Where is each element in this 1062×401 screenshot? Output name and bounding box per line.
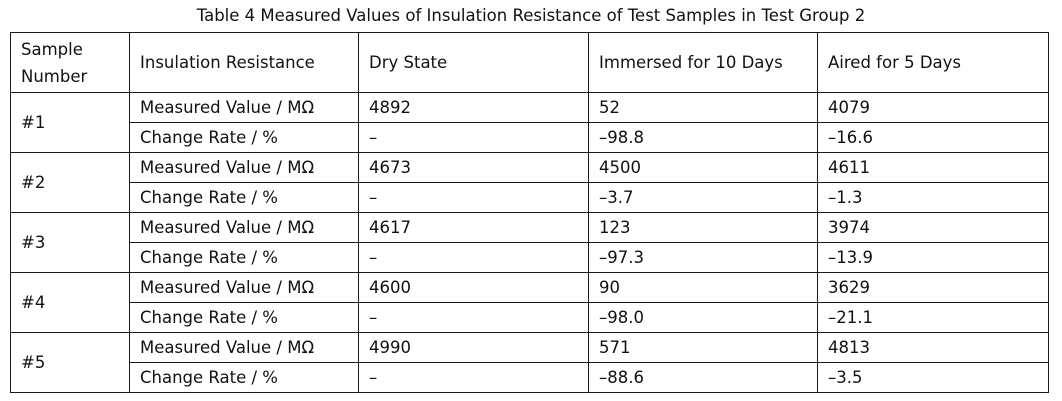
dry-state-cell: 4617 [358, 212, 589, 243]
row-label-cell: Change Rate / % [129, 242, 359, 273]
table-row: Change Rate / % – –98.0 –21.1 [11, 302, 1049, 333]
table-row: #4 Measured Value / MΩ 4600 90 3629 [10, 272, 1049, 333]
row-label-cell: Measured Value / MΩ [129, 92, 359, 123]
immersed-cell: 52 [588, 92, 818, 123]
table-row: #2 Measured Value / MΩ 4673 4500 4611 [10, 152, 1049, 213]
header-sample-number: Sample Number [10, 32, 130, 93]
dry-state-cell: – [358, 122, 589, 153]
header-dry-state: Dry State [358, 32, 589, 93]
sample-id-cell: #2 [10, 152, 130, 213]
aired-cell: 3629 [817, 272, 1049, 303]
dry-state-cell: – [358, 302, 589, 333]
aired-cell: –21.1 [817, 302, 1049, 333]
row-label-cell: Change Rate / % [129, 122, 359, 153]
immersed-cell: 4500 [588, 152, 818, 183]
table-row: Change Rate / % – –88.6 –3.5 [11, 362, 1049, 393]
immersed-cell: 571 [588, 332, 818, 363]
dry-state-cell: 4600 [358, 272, 589, 303]
aired-cell: 4611 [817, 152, 1049, 183]
dry-state-cell: 4990 [358, 332, 589, 363]
dry-state-cell: – [358, 182, 589, 213]
immersed-cell: –98.0 [588, 302, 818, 333]
table-row: #1 Measured Value / MΩ 4892 52 4079 [10, 92, 1049, 153]
table-row: Change Rate / % – –3.7 –1.3 [11, 182, 1049, 213]
row-label-cell: Change Rate / % [129, 302, 359, 333]
header-aired-5-days: Aired for 5 Days [817, 32, 1049, 93]
header-insulation-resistance: Insulation Resistance [129, 32, 359, 93]
sample-id-cell: #3 [10, 212, 130, 273]
table-row: #5 Measured Value / MΩ 4990 571 4813 [10, 332, 1049, 393]
row-label-cell: Measured Value / MΩ [129, 212, 359, 243]
immersed-cell: –88.6 [588, 362, 818, 393]
aired-cell: –16.6 [817, 122, 1049, 153]
dry-state-cell: – [358, 242, 589, 273]
sample-id-cell: #1 [10, 92, 130, 153]
dry-state-cell: 4673 [358, 152, 589, 183]
row-label-cell: Change Rate / % [129, 362, 359, 393]
immersed-cell: –3.7 [588, 182, 818, 213]
row-label-cell: Measured Value / MΩ [129, 332, 359, 363]
aired-cell: 4813 [817, 332, 1049, 363]
aired-cell: –3.5 [817, 362, 1049, 393]
row-label-cell: Change Rate / % [129, 182, 359, 213]
aired-cell: 3974 [817, 212, 1049, 243]
sample-id-cell: #5 [10, 332, 130, 393]
row-label-cell: Measured Value / MΩ [129, 152, 359, 183]
aired-cell: –1.3 [817, 182, 1049, 213]
sample-id-cell: #4 [10, 272, 130, 333]
table-row: #3 Measured Value / MΩ 4617 123 3974 [10, 212, 1049, 273]
dry-state-cell: – [358, 362, 589, 393]
header-immersed-10-days: Immersed for 10 Days [588, 32, 818, 93]
immersed-cell: 90 [588, 272, 818, 303]
immersed-cell: 123 [588, 212, 818, 243]
table-row: Change Rate / % – –98.8 –16.6 [11, 122, 1049, 153]
insulation-resistance-table: Sample Number Insulation Resistance Dry … [10, 32, 1049, 393]
table-row: Change Rate / % – –97.3 –13.9 [11, 242, 1049, 273]
immersed-cell: –97.3 [588, 242, 818, 273]
dry-state-cell: 4892 [358, 92, 589, 123]
aired-cell: 4079 [817, 92, 1049, 123]
table-caption: Table 4 Measured Values of Insulation Re… [196, 6, 866, 25]
immersed-cell: –98.8 [588, 122, 818, 153]
table-header-row: Sample Number Insulation Resistance Dry … [10, 32, 1049, 93]
row-label-cell: Measured Value / MΩ [129, 272, 359, 303]
aired-cell: –13.9 [817, 242, 1049, 273]
